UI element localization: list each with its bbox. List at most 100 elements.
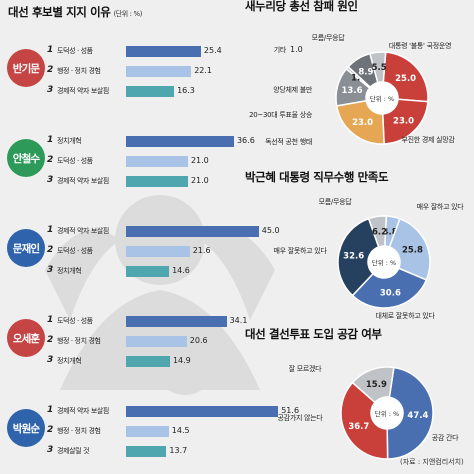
rank-number: 1 — [47, 225, 54, 235]
slice-value: 6.2 — [372, 227, 387, 237]
reason-bar — [126, 66, 192, 77]
reason-label: 행정 · 정치 경험 — [57, 67, 101, 75]
reason-row: 2 행정 · 정치 경험 20.6 — [47, 335, 307, 350]
reason-label: 정치개혁 — [57, 137, 82, 145]
reason-bar — [126, 446, 167, 457]
reason-value: 22.1 — [194, 66, 212, 75]
reason-label: 정치개혁 — [57, 267, 82, 275]
slice-value: 36.7 — [348, 422, 369, 432]
rank-number: 1 — [47, 315, 54, 325]
reason-row: 1 도덕성 · 성품 25.4 — [47, 45, 307, 60]
slice-value: 25.8 — [402, 246, 423, 256]
slice-label: 공감가지 않는다 — [278, 413, 324, 422]
slice-value: 47.4 — [407, 411, 428, 421]
pie-unit: 단위 : % — [375, 409, 399, 418]
reason-bar — [126, 406, 279, 417]
slice-value: 13.6 — [342, 86, 363, 96]
reason-label: 도덕성 · 성품 — [57, 47, 93, 55]
reason-value: 21.6 — [192, 246, 211, 255]
reason-value: 14.9 — [172, 356, 191, 365]
source-note: (자료 : 지앤컴리서치) — [400, 458, 464, 466]
rank-number: 2 — [47, 245, 54, 255]
slice-label: 양당체제 불만 — [273, 85, 313, 94]
rank-number: 2 — [47, 425, 54, 435]
reason-label: 행정 · 정치 경험 — [57, 427, 101, 435]
candidate-badge: 반기문 — [7, 49, 45, 87]
reason-row: 1 도덕성 · 성품 34.1 — [47, 315, 307, 330]
slice-value: 8.9 — [358, 67, 373, 77]
rank-number: 3 — [47, 265, 54, 275]
reason-bar — [126, 136, 234, 147]
pie-unit: 단위 : % — [372, 258, 396, 267]
rank-number: 3 — [47, 445, 54, 455]
reason-label: 경제적 약자 보살핌 — [57, 177, 109, 185]
reason-label: 경제적 약자 보살핌 — [57, 227, 109, 235]
slice-value: 4.8 — [383, 228, 398, 238]
pie-title: 박근혜 대통령 직무수행 만족도 — [245, 170, 389, 184]
reason-value: 34.1 — [229, 316, 248, 325]
candidate-badge: 박원순 — [7, 409, 45, 447]
pie-title: 대선 결선투표 도입 공감 여부 — [245, 327, 382, 341]
reason-row: 1 경제적 약자 보살핌 51.6 — [47, 405, 307, 420]
reason-value: 45.0 — [261, 226, 280, 235]
slice-label: 잘 모르겠다 — [289, 364, 322, 373]
reason-bar — [126, 426, 169, 437]
rank-number: 3 — [47, 355, 54, 365]
slice-value: 32.6 — [343, 252, 364, 262]
support-reasons-title: 대선 후보별 지지 이유 (단위 : %) — [8, 4, 142, 20]
reason-row: 2 도덕성 · 성품 21.6 — [47, 245, 307, 260]
slice-value: 25.0 — [395, 74, 416, 84]
reason-bar — [126, 246, 190, 257]
pie-hole — [371, 397, 403, 429]
rank-number: 1 — [47, 45, 54, 55]
reason-bar — [126, 266, 170, 277]
slice-label: 20~30대 투표율 상승 — [249, 110, 313, 119]
slice-label: 대체로 잘못하고 있다 — [375, 311, 435, 320]
rank-number: 3 — [47, 85, 54, 95]
reason-row: 3 경제살릴 것 13.7 — [47, 445, 307, 460]
slice-label: 매우 잘하고 있다 — [417, 202, 465, 211]
slice-value: 30.6 — [380, 288, 401, 298]
slice-label: 모름/무응답 — [312, 33, 346, 42]
reason-label: 행정 · 정치 경험 — [57, 337, 101, 345]
title-text: 대선 후보별 지지 이유 — [8, 5, 111, 19]
reason-value: 21.0 — [190, 176, 209, 185]
pie-title: 새누리당 총선 참패 원인 — [245, 0, 358, 13]
slice-value: 1.0 — [351, 74, 366, 84]
reason-value: 21.0 — [190, 156, 209, 165]
reason-row: 1 경제적 약자 보살핌 45.0 — [47, 225, 307, 240]
reason-label: 도덕성 · 성품 — [57, 157, 93, 165]
rank-number: 1 — [47, 135, 54, 145]
candidate-badge: 문재인 — [7, 229, 45, 267]
reason-value: 13.7 — [169, 446, 188, 455]
slice-label: 매우 잘못하고 있다 — [274, 246, 328, 255]
reason-bar — [126, 336, 187, 347]
reason-bar — [126, 226, 259, 237]
rank-number: 2 — [47, 155, 54, 165]
slice-value: 23.0 — [352, 118, 373, 128]
reason-label: 도덕성 · 성품 — [57, 317, 93, 325]
slice-label: 대통령 '불통' 국정운영 — [389, 41, 451, 50]
reason-label: 경제적 약자 보살핌 — [57, 87, 109, 95]
reason-row: 2 행정 · 정치 경험 22.1 — [47, 65, 307, 80]
slice-label: 부진한 경제 실망감 — [402, 135, 456, 144]
rank-number: 2 — [47, 335, 54, 345]
reason-row: 3 정치개혁 14.6 — [47, 265, 307, 280]
slice-label: 모름/무응답 — [319, 197, 353, 206]
slice-label: 기타 — [274, 45, 287, 54]
reason-bar — [126, 46, 201, 57]
unit-label: (단위 : %) — [113, 10, 143, 18]
reason-value: 14.5 — [171, 426, 190, 435]
rank-number: 1 — [47, 405, 54, 415]
pie-hole — [368, 246, 400, 278]
reason-row: 2 도덕성 · 성품 21.0 — [47, 155, 307, 170]
slice-value: 1.0 — [290, 45, 303, 54]
reason-bar — [126, 176, 188, 187]
reason-row: 1 정치개혁 36.6 — [47, 135, 307, 150]
reason-value: 14.6 — [172, 266, 190, 275]
candidate-badge: 안철수 — [7, 139, 45, 177]
reason-label: 도덕성 · 성품 — [57, 247, 93, 255]
reason-row: 2 행정 · 정치 경험 14.5 — [47, 425, 307, 440]
reason-label: 경제적 약자 보살핌 — [57, 407, 109, 415]
